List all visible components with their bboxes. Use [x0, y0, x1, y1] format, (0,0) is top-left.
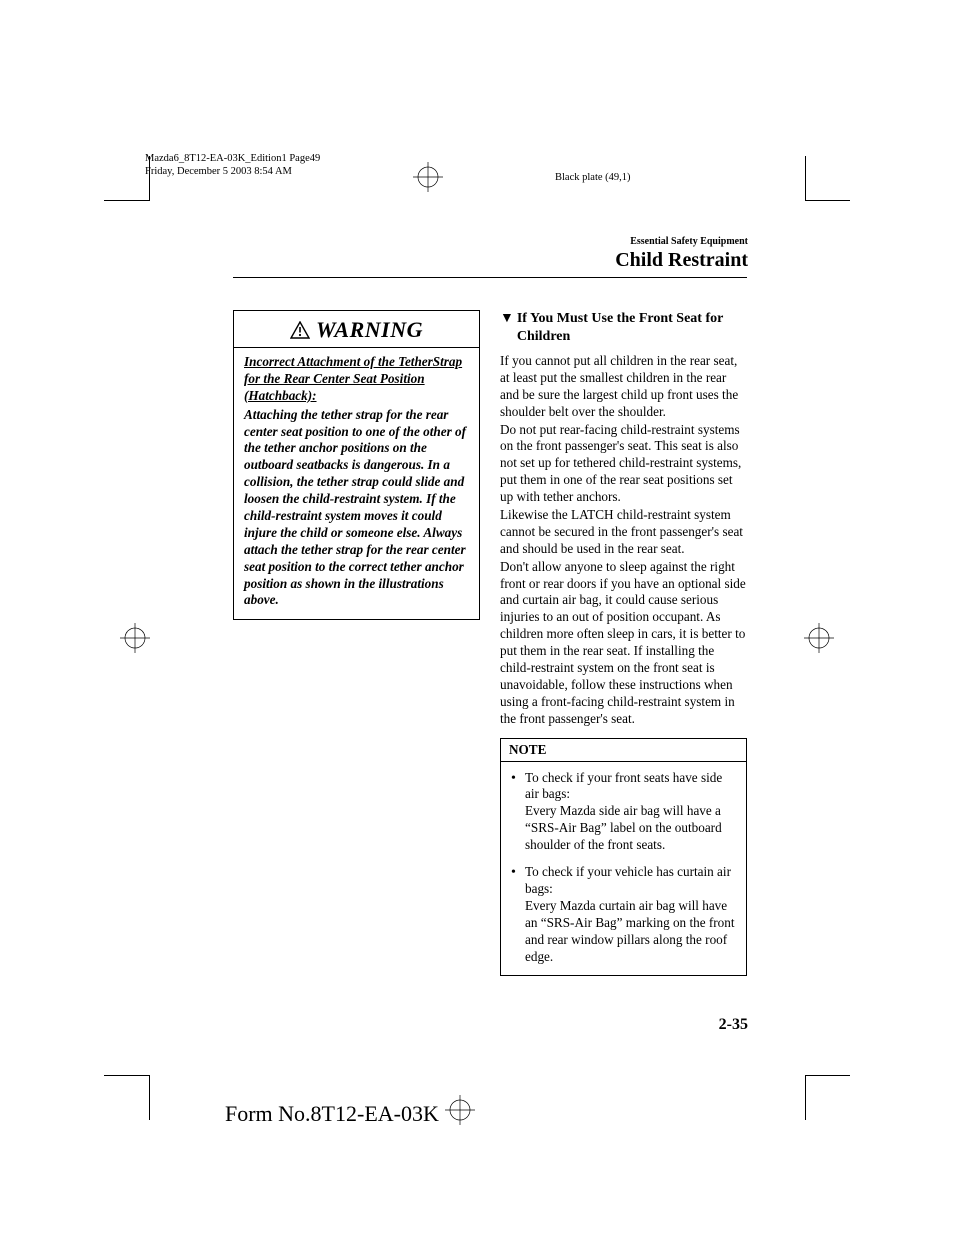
- body-text: If you cannot put all children in the re…: [500, 353, 747, 728]
- warning-header-text: WARNING: [290, 317, 423, 343]
- note-header: NOTE: [501, 739, 746, 762]
- doc-meta-line1: Mazda6_8T12-EA-03K_Edition1 Page49: [145, 153, 320, 166]
- crop-mark: [805, 1075, 850, 1076]
- crop-mark: [805, 1075, 806, 1120]
- form-number: Form No.8T12-EA-03K: [225, 1101, 439, 1127]
- registration-mark: [413, 162, 443, 192]
- note-box: NOTE To check if your front seats have s…: [500, 738, 747, 977]
- registration-mark: [804, 623, 834, 653]
- subsection-heading-text: If You Must Use the Front Seat for Child…: [517, 310, 747, 345]
- crop-mark: [104, 1075, 149, 1076]
- warning-header: WARNING: [234, 311, 479, 348]
- doc-meta: Mazda6_8T12-EA-03K_Edition1 Page49 Frida…: [145, 153, 320, 178]
- registration-mark: [445, 1095, 475, 1125]
- section-header: Essential Safety Equipment Child Restrai…: [615, 236, 748, 272]
- header-rule: [233, 277, 747, 278]
- note-body: To check if your front seats have side a…: [501, 762, 746, 976]
- warning-subtitle: Incorrect Attachment of the TetherStrap …: [244, 354, 469, 405]
- section-big-title: Child Restraint: [615, 249, 748, 272]
- crop-mark: [149, 1075, 150, 1120]
- crop-mark: [104, 200, 149, 201]
- warning-body: Incorrect Attachment of the TetherStrap …: [234, 348, 479, 619]
- crop-mark: [805, 200, 850, 201]
- page-number: 2-35: [719, 1016, 748, 1034]
- note-list: To check if your front seats have side a…: [511, 770, 736, 966]
- note-item-2b: Every Mazda curtain air bag will have an…: [525, 898, 735, 964]
- warning-body-text: Attaching the tether strap for the rear …: [244, 407, 466, 608]
- para-2: Do not put rear-facing child-restraint s…: [500, 422, 747, 506]
- note-item-1: To check if your front seats have side a…: [525, 770, 736, 854]
- left-column: WARNING Incorrect Attachment of the Teth…: [233, 310, 480, 976]
- crop-mark: [149, 156, 150, 201]
- note-item-1a: To check if your front seats have side a…: [525, 770, 722, 802]
- section-small-title: Essential Safety Equipment: [615, 236, 748, 247]
- note-item-1b: Every Mazda side air bag will have a “SR…: [525, 803, 722, 852]
- note-item-2a: To check if your vehicle has curtain air…: [525, 864, 731, 896]
- right-column: ▼ If You Must Use the Front Seat for Chi…: [500, 310, 747, 976]
- doc-meta-line2: Friday, December 5 2003 8:54 AM: [145, 166, 320, 179]
- triangle-icon: ▼: [500, 310, 514, 326]
- warning-box: WARNING Incorrect Attachment of the Teth…: [233, 310, 480, 620]
- content-area: WARNING Incorrect Attachment of the Teth…: [233, 310, 747, 976]
- crop-mark: [805, 156, 806, 201]
- para-4: Don't allow anyone to sleep against the …: [500, 559, 747, 728]
- black-plate: Black plate (49,1): [555, 172, 631, 183]
- registration-mark: [120, 623, 150, 653]
- para-3: Likewise the LATCH child-restraint syste…: [500, 507, 747, 558]
- subsection-heading: ▼ If You Must Use the Front Seat for Chi…: [500, 310, 747, 345]
- warning-title: WARNING: [316, 317, 423, 343]
- warning-icon: [290, 321, 310, 339]
- para-1: If you cannot put all children in the re…: [500, 353, 747, 421]
- note-item-2: To check if your vehicle has curtain air…: [525, 864, 736, 965]
